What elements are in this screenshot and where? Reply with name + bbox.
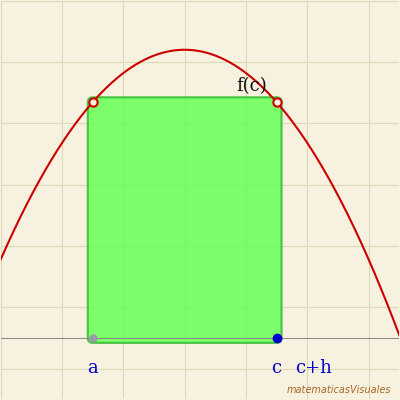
Text: matematicasVisuales: matematicasVisuales [287,385,391,395]
Text: c: c [272,360,282,378]
Text: a: a [87,360,98,378]
Text: c+h: c+h [295,360,332,378]
Text: f(c): f(c) [237,77,268,95]
FancyBboxPatch shape [88,97,282,343]
